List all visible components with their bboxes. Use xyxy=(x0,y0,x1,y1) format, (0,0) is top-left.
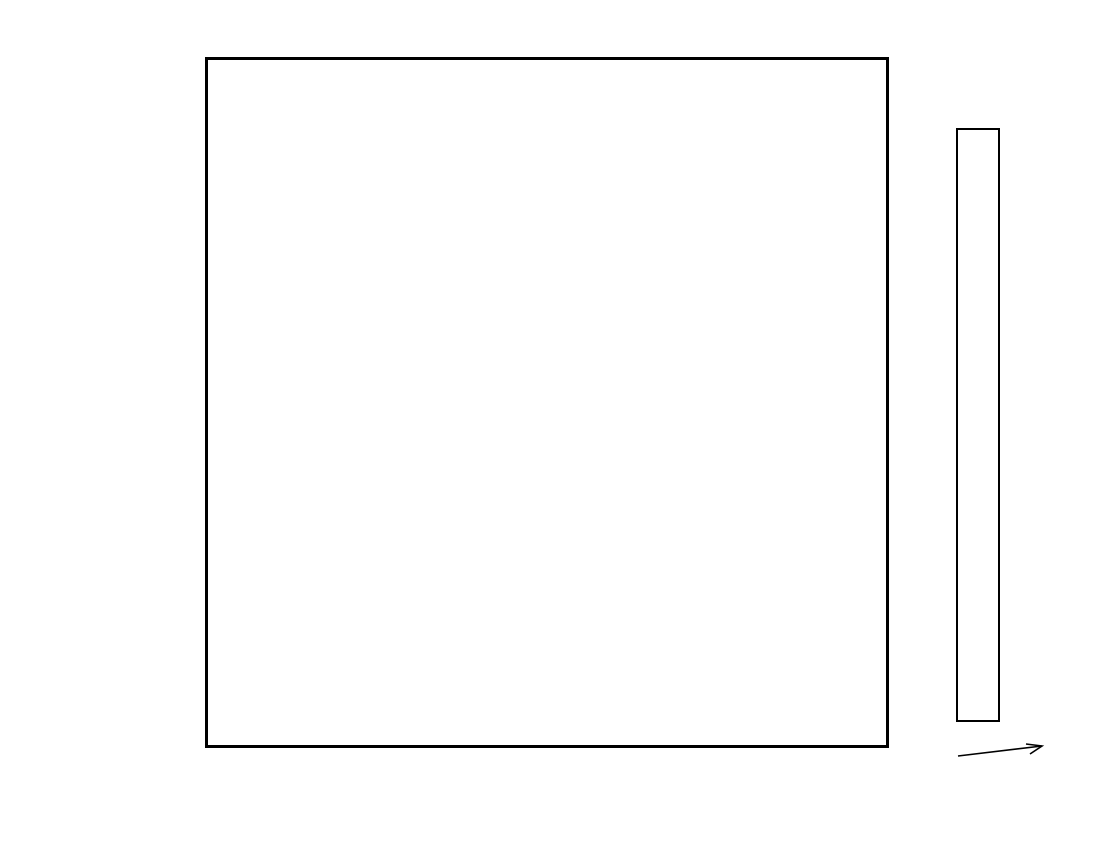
wind-scale-key xyxy=(956,742,1096,802)
map-canvas xyxy=(208,60,886,745)
latitude-axis xyxy=(120,0,198,850)
colorbar[interactable] xyxy=(956,128,1000,722)
map-plot-area[interactable] xyxy=(205,57,889,748)
colorbar-tick-labels xyxy=(1005,128,1100,722)
longitude-axis xyxy=(0,760,1100,790)
wind-scale-arrow-icon xyxy=(957,743,1045,757)
